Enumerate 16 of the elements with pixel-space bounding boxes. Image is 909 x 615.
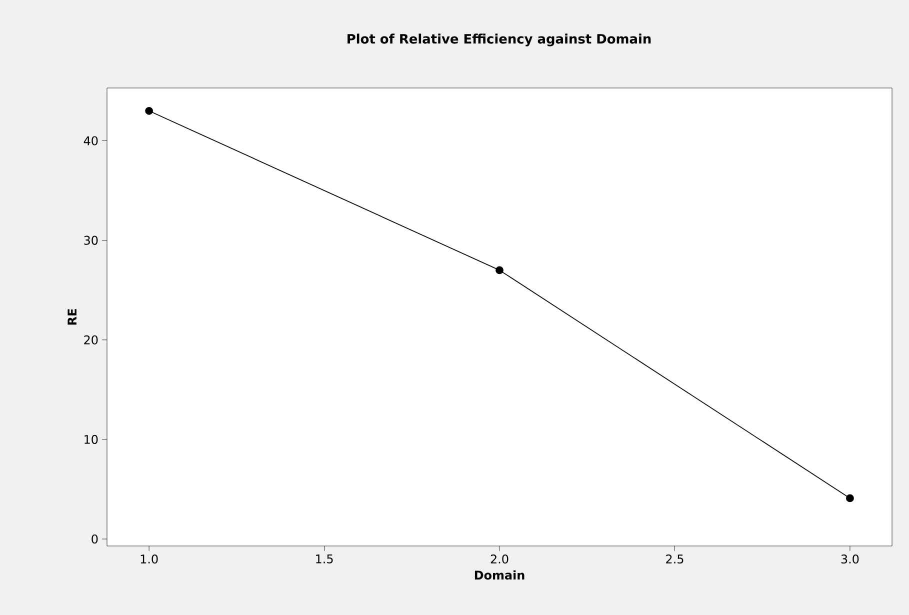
x-tick-label: 2.5 <box>666 554 684 564</box>
x-axis-title: Domain <box>474 570 524 580</box>
y-axis-title: RE <box>68 309 76 325</box>
chart-title: Plot of Relative Efficiency against Domain <box>348 34 651 46</box>
y-tick-label: 30 <box>84 236 98 245</box>
y-tick-label: 10 <box>84 434 98 444</box>
y-tick-label: 20 <box>84 335 98 344</box>
y-tick-label: 0 <box>92 534 98 544</box>
x-tick-label: 1.0 <box>140 554 158 564</box>
x-tick-label: 2.0 <box>490 554 508 564</box>
y-tick-label: 40 <box>84 136 98 146</box>
point <box>846 494 854 502</box>
x-tick-label: 3.0 <box>841 554 859 564</box>
x-tick-label: 1.5 <box>316 554 333 564</box>
point <box>496 266 504 274</box>
point <box>145 106 154 115</box>
